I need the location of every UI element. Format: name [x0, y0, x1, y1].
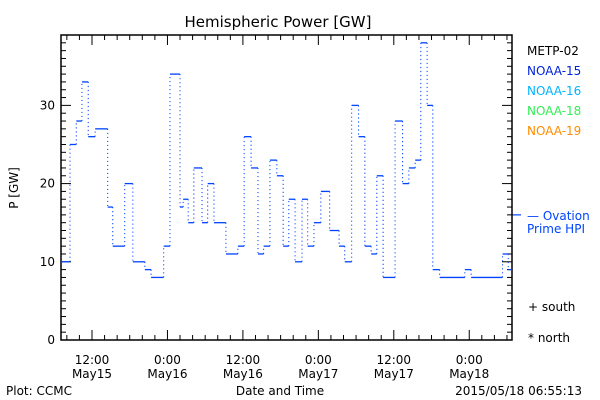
- y-tick-label: 20: [40, 177, 55, 191]
- legend-south: + south: [528, 300, 575, 314]
- hpi-legend-line2: Prime HPI: [527, 222, 585, 236]
- footer-credit: Plot: CCMC: [6, 384, 72, 398]
- legend-item: NOAA-16: [527, 84, 581, 98]
- x-tick-label-date: May18: [449, 367, 489, 381]
- chart-title: Hemispheric Power [GW]: [185, 13, 372, 31]
- legend-item: NOAA-15: [527, 64, 581, 78]
- legend-north: * north: [528, 331, 570, 345]
- x-tick-label-time: 12:00: [226, 353, 261, 367]
- x-tick-label-time: 0:00: [305, 353, 332, 367]
- x-tick-label-date: May16: [223, 367, 263, 381]
- x-tick-label-time: 12:00: [75, 353, 110, 367]
- y-axis-label: P [GW]: [7, 167, 21, 209]
- x-tick-label-time: 12:00: [376, 353, 411, 367]
- legend-item: METP-02: [527, 44, 579, 58]
- footer-timestamp: 2015/05/18 06:55:13: [455, 384, 582, 398]
- x-tick-label-date: May16: [147, 367, 187, 381]
- x-axis-label: Date and Time: [236, 384, 324, 398]
- x-tick-label-date: May15: [72, 367, 112, 381]
- x-tick-label-time: 0:00: [154, 353, 181, 367]
- x-tick-label-time: 0:00: [456, 353, 483, 367]
- legend-item: NOAA-18: [527, 104, 581, 118]
- plot-frame: [60, 34, 513, 341]
- legend-item: NOAA-19: [527, 124, 581, 138]
- y-tick-label: 30: [40, 98, 55, 112]
- x-tick-label-date: May17: [374, 367, 414, 381]
- x-tick-label-date: May17: [298, 367, 338, 381]
- y-tick-label: 10: [40, 255, 55, 269]
- hpi-legend-line1: — Ovation: [527, 209, 590, 223]
- y-tick-label: 0: [47, 333, 55, 347]
